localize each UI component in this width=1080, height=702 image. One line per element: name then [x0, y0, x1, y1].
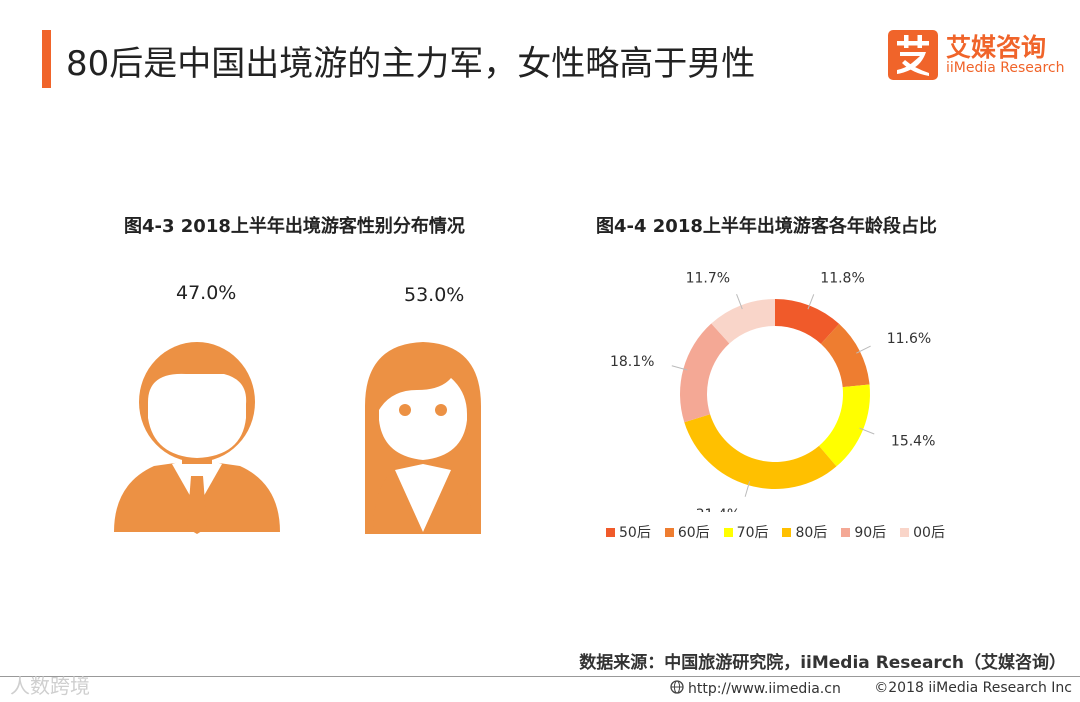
- label-leader-line: [807, 294, 815, 310]
- legend-label: 60后: [677, 525, 710, 541]
- data-label-70后: 15.4%: [891, 434, 935, 450]
- title-accent-bar: [42, 30, 51, 88]
- label-leader-line: [671, 365, 688, 371]
- data-source-note: 数据来源：中国旅游研究院，iiMedia Research（艾媒咨询）: [579, 653, 1066, 673]
- female-percentage-label: 53.0%: [404, 284, 465, 306]
- donut-slice-50后: [775, 299, 840, 344]
- legend-swatch: [664, 527, 674, 537]
- logo-english-name: iiMedia Research: [946, 60, 1065, 76]
- data-label-60后: 11.6%: [887, 331, 931, 347]
- legend-swatch: [900, 527, 910, 537]
- legend-item-00: 00后: [900, 522, 945, 542]
- footer-copyright: ©2018 iiMedia Research Inc: [874, 680, 1072, 696]
- legend-item-80: 80后: [782, 522, 827, 542]
- donut-slice-00后: [711, 299, 775, 344]
- footer-link[interactable]: http://www.iimedia.cn: [670, 680, 841, 698]
- male-percentage-label: 47.0%: [176, 282, 237, 304]
- label-leader-line: [859, 427, 875, 435]
- data-label-90后: 18.1%: [610, 354, 654, 370]
- footer-divider: [0, 676, 1080, 677]
- donut-slice-70后: [818, 384, 870, 467]
- legend-item-50: 50后: [606, 522, 651, 542]
- legend-item-90: 90后: [841, 522, 886, 542]
- data-label-50后: 11.8%: [820, 270, 864, 286]
- age-donut-chart: 11.8% 11.6% 15.4% 31.4% 18.1% 11.7%: [610, 270, 935, 512]
- globe-icon: [670, 680, 684, 698]
- label-leader-line: [744, 481, 751, 497]
- legend-swatch: [606, 527, 615, 537]
- legend-label: 50后: [619, 525, 651, 541]
- legend-item-70: 70后: [723, 522, 769, 542]
- label-leader-line: [856, 345, 871, 354]
- logo-chinese-name: 艾媒咨询: [946, 33, 1047, 62]
- legend-label: 90后: [854, 525, 887, 541]
- legend-swatch: [841, 527, 851, 537]
- legend-label: 70后: [736, 525, 769, 541]
- donut-slice-80后: [684, 414, 837, 489]
- age-chart-title: 图4-4 2018上半年出境游客各年龄段占比: [596, 216, 937, 237]
- age-legend: 50后 60后 70后 80后 90后 00后: [606, 522, 945, 542]
- page-title: 80后是中国出境游的主力军，女性略高于男性: [66, 44, 756, 84]
- donut-slice-90后: [680, 323, 730, 423]
- watermark-text: 人数跨境: [10, 674, 90, 698]
- female-person-icon: [355, 340, 491, 538]
- gender-chart-title: 图4-3 2018上半年出境游客性别分布情况: [124, 216, 465, 237]
- footer-url-text: http://www.iimedia.cn: [688, 681, 841, 697]
- legend-item-60: 60后: [664, 522, 710, 542]
- legend-swatch: [782, 527, 792, 537]
- data-label-80后: 31.4%: [696, 507, 740, 512]
- legend-swatch: [723, 527, 733, 537]
- donut-slice-60后: [820, 323, 870, 388]
- legend-label: 00后: [913, 525, 945, 541]
- male-person-icon: [112, 338, 282, 538]
- logo-mark-icon: [888, 30, 938, 80]
- label-leader-line: [736, 293, 743, 310]
- data-label-00后: 11.7%: [686, 270, 730, 286]
- brand-logo: 艾媒咨询 iiMedia Research: [888, 28, 1065, 82]
- legend-label: 80后: [795, 525, 828, 541]
